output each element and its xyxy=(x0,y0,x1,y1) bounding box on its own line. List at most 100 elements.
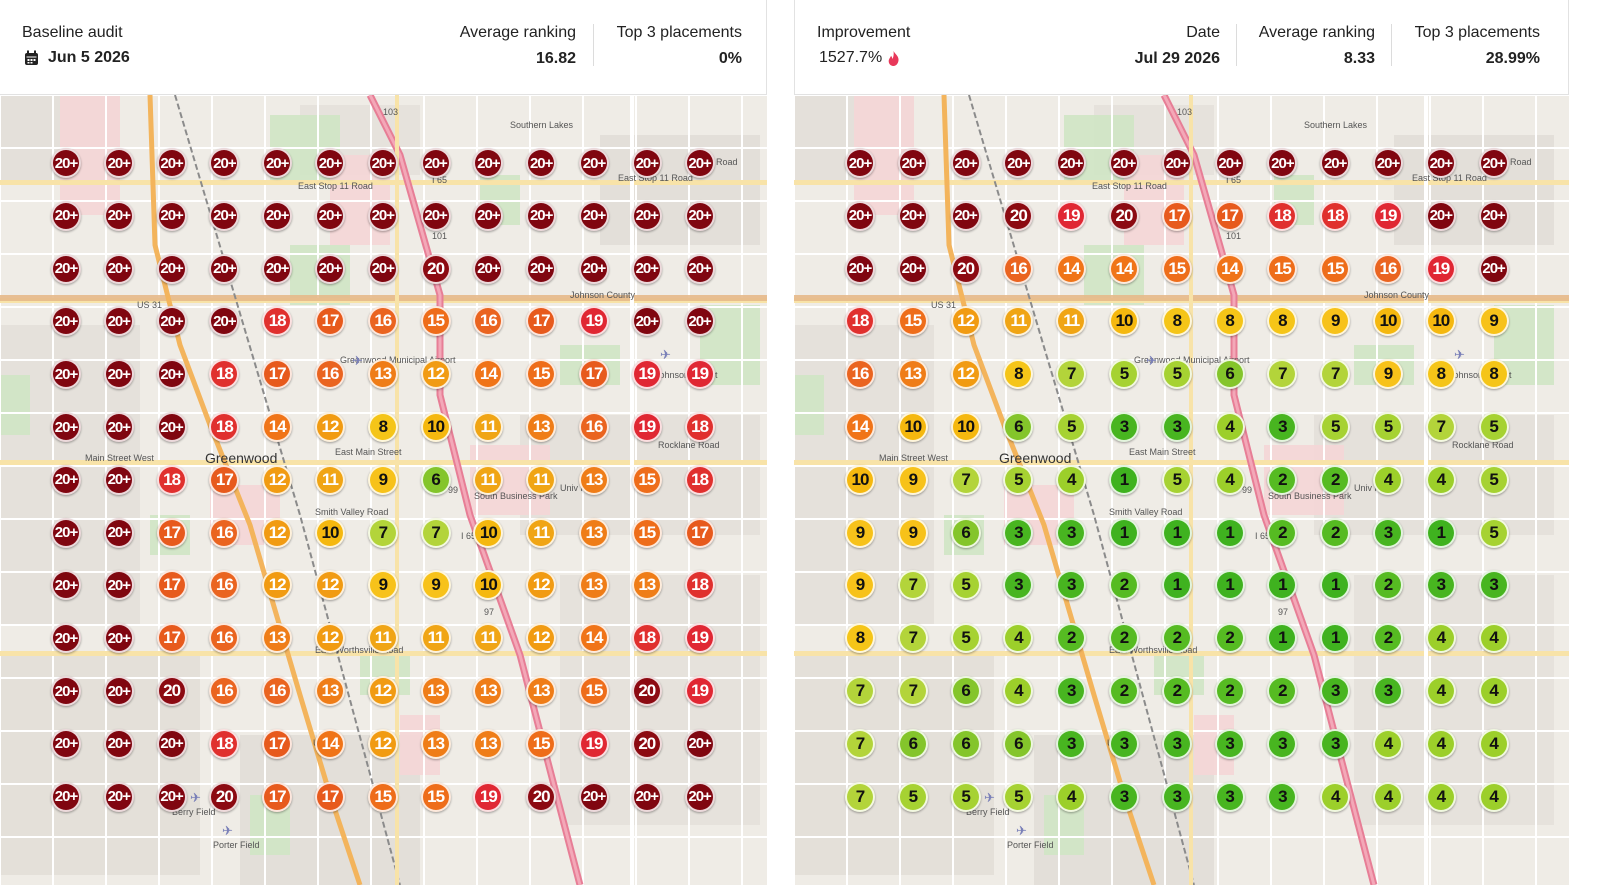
rank-pin[interactable]: 20+ xyxy=(103,200,134,231)
rank-pin[interactable]: 9 xyxy=(367,570,398,601)
rank-pin[interactable]: 10 xyxy=(1109,306,1139,337)
rank-pin[interactable]: 20+ xyxy=(473,148,504,178)
rank-pin[interactable]: 20+ xyxy=(950,200,981,231)
rank-pin[interactable]: 20 xyxy=(526,781,557,812)
rank-pin[interactable]: 20+ xyxy=(103,412,134,442)
rank-pin[interactable]: 3 xyxy=(1214,728,1245,759)
rank-pin[interactable]: 7 xyxy=(845,728,875,759)
rank-pin[interactable]: 15 xyxy=(579,676,609,706)
rank-pin[interactable]: 8 xyxy=(1161,306,1192,337)
rank-pin[interactable]: 16 xyxy=(845,359,875,390)
rank-pin[interactable]: 17 xyxy=(262,728,293,759)
rank-pin[interactable]: 20+ xyxy=(526,253,557,284)
rank-pin[interactable]: 20+ xyxy=(209,148,240,178)
rank-pin[interactable]: 19 xyxy=(1373,200,1403,231)
rank-pin[interactable]: 6 xyxy=(1003,728,1034,759)
rank-pin[interactable]: 14 xyxy=(579,623,609,654)
rank-pin[interactable]: 1 xyxy=(1214,570,1245,601)
rank-pin[interactable]: 20+ xyxy=(367,253,398,284)
rank-pin[interactable]: 7 xyxy=(367,517,398,548)
rank-pin[interactable]: 20+ xyxy=(315,148,345,178)
rank-pin[interactable]: 2 xyxy=(1267,676,1298,706)
rank-pin[interactable]: 20+ xyxy=(51,728,81,759)
rank-pin[interactable]: 13 xyxy=(897,359,928,390)
rank-pin[interactable]: 20+ xyxy=(950,148,981,178)
rank-pin[interactable]: 20 xyxy=(420,253,451,284)
rank-pin[interactable]: 15 xyxy=(1267,253,1298,284)
rank-pin[interactable]: 14 xyxy=(1056,253,1087,284)
rank-pin[interactable]: 3 xyxy=(1373,676,1403,706)
rank-pin[interactable]: 18 xyxy=(1267,200,1298,231)
rank-pin[interactable]: 3 xyxy=(1267,412,1298,442)
rank-pin[interactable]: 4 xyxy=(1425,728,1456,759)
rank-pin[interactable]: 17 xyxy=(262,359,293,390)
rank-pin[interactable]: 8 xyxy=(1267,306,1298,337)
rank-pin[interactable]: 15 xyxy=(526,359,557,390)
rank-pin[interactable]: 11 xyxy=(1003,306,1034,337)
rank-pin[interactable]: 20+ xyxy=(845,148,875,178)
rank-pin[interactable]: 20+ xyxy=(1214,148,1245,178)
rank-pin[interactable]: 20+ xyxy=(51,781,81,812)
rank-pin[interactable]: 20+ xyxy=(897,253,928,284)
rank-pin[interactable]: 12 xyxy=(315,623,345,654)
rank-pin[interactable]: 7 xyxy=(950,464,981,495)
rank-pin[interactable]: 20+ xyxy=(262,253,293,284)
rank-pin[interactable]: 20+ xyxy=(51,570,81,601)
rank-pin[interactable]: 20+ xyxy=(631,781,662,812)
rank-pin[interactable]: 20+ xyxy=(51,412,81,442)
rank-pin[interactable]: 8 xyxy=(1478,359,1509,390)
rank-pin[interactable]: 8 xyxy=(845,623,875,654)
rank-pin[interactable]: 19 xyxy=(1056,200,1087,231)
rank-pin[interactable]: 5 xyxy=(950,781,981,812)
rank-pin[interactable]: 10 xyxy=(420,412,451,442)
rank-pin[interactable]: 7 xyxy=(1425,412,1456,442)
rank-pin[interactable]: 13 xyxy=(262,623,293,654)
rank-pin[interactable]: 18 xyxy=(209,359,240,390)
rank-pin[interactable]: 15 xyxy=(1161,253,1192,284)
rank-pin[interactable]: 10 xyxy=(1373,306,1403,337)
rank-pin[interactable]: 16 xyxy=(209,676,240,706)
rank-pin[interactable]: 20 xyxy=(209,781,240,812)
rank-pin[interactable]: 20+ xyxy=(315,253,345,284)
rank-pin[interactable]: 20+ xyxy=(103,517,134,548)
rank-pin[interactable]: 13 xyxy=(526,676,557,706)
rank-pin[interactable]: 5 xyxy=(1003,781,1034,812)
rank-pin[interactable]: 20+ xyxy=(579,253,609,284)
rank-pin[interactable]: 20+ xyxy=(103,676,134,706)
rank-pin[interactable]: 6 xyxy=(1003,412,1034,442)
rank-pin[interactable]: 4 xyxy=(1373,781,1403,812)
rank-pin[interactable]: 20+ xyxy=(845,253,875,284)
rank-pin[interactable]: 3 xyxy=(1109,412,1139,442)
rank-pin[interactable]: 20+ xyxy=(156,412,187,442)
rank-pin[interactable]: 2 xyxy=(1373,623,1403,654)
rank-pin[interactable]: 7 xyxy=(845,676,875,706)
rank-pin[interactable]: 18 xyxy=(156,464,187,495)
rank-pin[interactable]: 4 xyxy=(1425,781,1456,812)
rank-pin[interactable]: 20 xyxy=(1109,200,1139,231)
rank-pin[interactable]: 5 xyxy=(1320,412,1351,442)
rank-pin[interactable]: 20+ xyxy=(51,676,81,706)
rank-pin[interactable]: 13 xyxy=(579,517,609,548)
rank-pin[interactable]: 17 xyxy=(579,359,609,390)
rank-pin[interactable]: 9 xyxy=(1320,306,1351,337)
rank-pin[interactable]: 1 xyxy=(1109,464,1139,495)
rank-pin[interactable]: 20+ xyxy=(579,200,609,231)
rank-pin[interactable]: 13 xyxy=(526,412,557,442)
rank-pin[interactable]: 1 xyxy=(1161,570,1192,601)
rank-pin[interactable]: 20+ xyxy=(1478,253,1509,284)
rank-pin[interactable]: 16 xyxy=(262,676,293,706)
rank-pin[interactable]: 4 xyxy=(1214,412,1245,442)
rank-pin[interactable]: 19 xyxy=(684,623,715,654)
rank-pin[interactable]: 20+ xyxy=(631,148,662,178)
rank-pin[interactable]: 2 xyxy=(1161,623,1192,654)
rank-pin[interactable]: 5 xyxy=(1478,412,1509,442)
rank-pin[interactable]: 5 xyxy=(1109,359,1139,390)
rank-pin[interactable]: 18 xyxy=(631,623,662,654)
rank-pin[interactable]: 9 xyxy=(845,517,875,548)
rank-pin[interactable]: 20+ xyxy=(209,253,240,284)
rank-pin[interactable]: 20+ xyxy=(51,517,81,548)
rank-pin[interactable]: 20+ xyxy=(1267,148,1298,178)
rank-pin[interactable]: 20+ xyxy=(156,359,187,390)
rank-pin[interactable]: 5 xyxy=(1003,464,1034,495)
rank-pin[interactable]: 4 xyxy=(1478,676,1509,706)
